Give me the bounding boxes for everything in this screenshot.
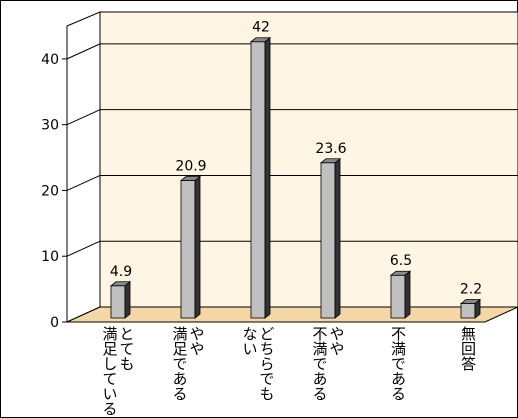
- back-wall: [99, 11, 518, 308]
- data-label: 42: [252, 20, 270, 36]
- data-label: 23.6: [315, 141, 346, 157]
- bar-top: [389, 270, 412, 276]
- data-label: 2.2: [460, 282, 482, 298]
- data-label: 4.9: [110, 264, 132, 280]
- data-label: 6.5: [390, 253, 412, 269]
- x-tick-label: ない: [241, 326, 259, 356]
- x-tick-label: 満足である: [171, 326, 189, 401]
- bar-side: [194, 175, 201, 319]
- y-tick-label: 10: [41, 249, 59, 265]
- grid-line: [66, 109, 101, 126]
- bar-top: [249, 37, 272, 43]
- x-tick-label: 満足している: [101, 326, 119, 416]
- bar: [390, 274, 406, 319]
- x-tick-label: 無回答: [459, 326, 477, 371]
- x-tick-label: 不満である: [389, 326, 407, 401]
- bar-side: [334, 157, 341, 319]
- x-tick-label: やや: [188, 326, 206, 356]
- bar-top: [319, 158, 342, 164]
- floor: [66, 306, 518, 323]
- bar: [320, 162, 336, 319]
- y-tick-label: 30: [41, 118, 59, 134]
- bar-top: [109, 281, 132, 287]
- bar: [460, 303, 476, 319]
- grid-line: [66, 43, 101, 60]
- x-tick-label: やや: [328, 326, 346, 356]
- data-label: 20.9: [175, 159, 206, 175]
- y-tick-label: 0: [50, 315, 59, 331]
- grid-line: [66, 240, 101, 257]
- bar: [110, 285, 126, 319]
- x-tick-label: 不満である: [311, 326, 329, 401]
- y-tick-label: 20: [41, 183, 59, 199]
- bar: [250, 41, 266, 319]
- bar-top: [459, 299, 482, 304]
- bar-top: [179, 176, 202, 181]
- bar: [180, 180, 196, 319]
- side-wall: [66, 11, 101, 323]
- grid-line: [66, 174, 101, 191]
- x-tick-label: とても: [118, 326, 136, 371]
- bar-side: [124, 280, 131, 319]
- x-tick-label: どちらでも: [258, 326, 276, 401]
- y-tick-label: 40: [41, 52, 59, 68]
- bar-side: [264, 36, 271, 319]
- bar-side: [404, 270, 411, 319]
